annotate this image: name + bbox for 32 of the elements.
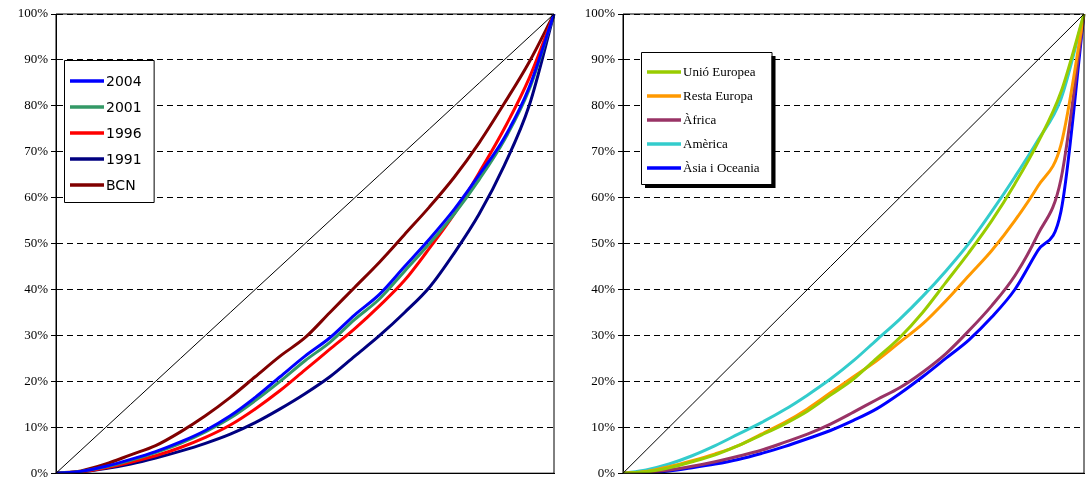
y-tick-label: 90% xyxy=(591,51,616,67)
y-tick-label: 70% xyxy=(591,143,616,159)
y-tick-label: 0% xyxy=(597,464,616,480)
legend-label: Unió Europea xyxy=(683,64,756,80)
y-tick-label: 70% xyxy=(24,143,49,159)
y-tick-label: 60% xyxy=(24,189,49,205)
legend-label: 1996 xyxy=(106,124,142,141)
y-tick-label: 40% xyxy=(24,280,49,296)
y-tick-label: 20% xyxy=(24,372,49,388)
y-tick-label: 90% xyxy=(24,51,49,67)
legend-label: Resta Europa xyxy=(683,88,753,104)
y-tick-label: 50% xyxy=(591,235,616,251)
y-tick-label: 30% xyxy=(591,326,616,342)
legend-label: Àfrica xyxy=(683,112,717,128)
y-tick-label: 10% xyxy=(24,418,49,434)
y-tick-label: 50% xyxy=(24,235,49,251)
legend-label: 2001 xyxy=(106,98,142,115)
legend-label: 2004 xyxy=(106,72,142,89)
y-tick-label: 20% xyxy=(591,372,616,388)
legend-label: 1991 xyxy=(106,150,142,167)
y-tick-label: 80% xyxy=(591,97,616,113)
y-tick-label: 60% xyxy=(591,189,616,205)
y-tick-label: 0% xyxy=(30,464,49,480)
legend-label: Àsia i Oceania xyxy=(683,160,760,176)
y-tick-label: 40% xyxy=(591,280,616,296)
y-tick-label: 100% xyxy=(17,5,49,21)
legend-label: Amèrica xyxy=(683,136,728,152)
y-tick-label: 100% xyxy=(584,5,616,21)
legend-label: BCN xyxy=(106,176,136,193)
y-tick-label: 10% xyxy=(591,418,616,434)
y-tick-label: 80% xyxy=(24,97,49,113)
y-tick-label: 30% xyxy=(24,326,49,342)
